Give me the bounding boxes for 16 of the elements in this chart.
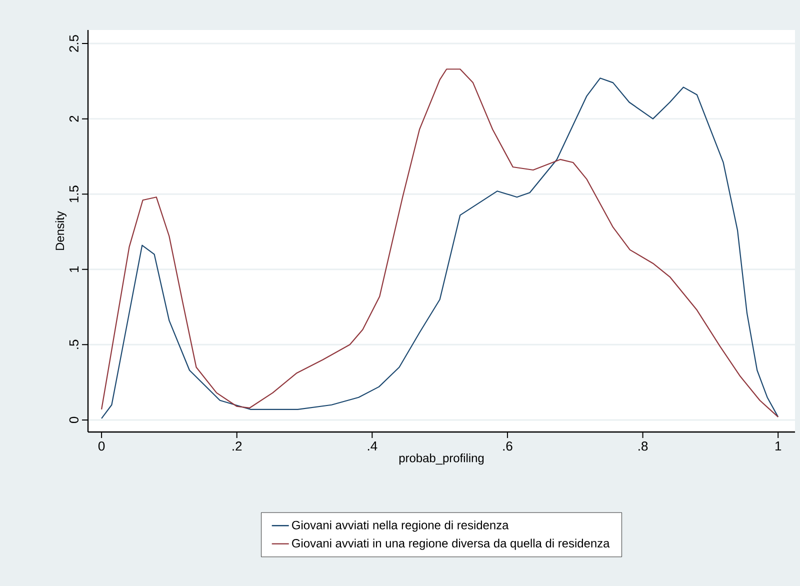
y-tick-label: 1.5 (69, 186, 78, 202)
x-axis-title: probab_profiling (399, 454, 484, 465)
y-tick-label: 2 (69, 116, 78, 122)
y-tick-label: 2.5 (69, 35, 78, 52)
x-tick-label: .8 (638, 442, 648, 451)
x-tick-label: .6 (503, 442, 512, 451)
x-tick-label: 1 (775, 442, 782, 450)
legend-label: Giovani avviati in una regione diversa da quella di residenza (292, 538, 610, 550)
x-tick-label: .2 (232, 442, 242, 451)
y-tick-label: 1 (70, 266, 78, 272)
y-tick-label: .5 (69, 340, 78, 349)
y-tick-label: 0 (69, 416, 78, 424)
x-tick-label: .4 (368, 442, 378, 450)
y-axis-title: Density (55, 211, 66, 250)
legend-label: Giovani avviati nella regione di residenza (292, 520, 509, 532)
x-tick-label: 0 (98, 442, 105, 451)
